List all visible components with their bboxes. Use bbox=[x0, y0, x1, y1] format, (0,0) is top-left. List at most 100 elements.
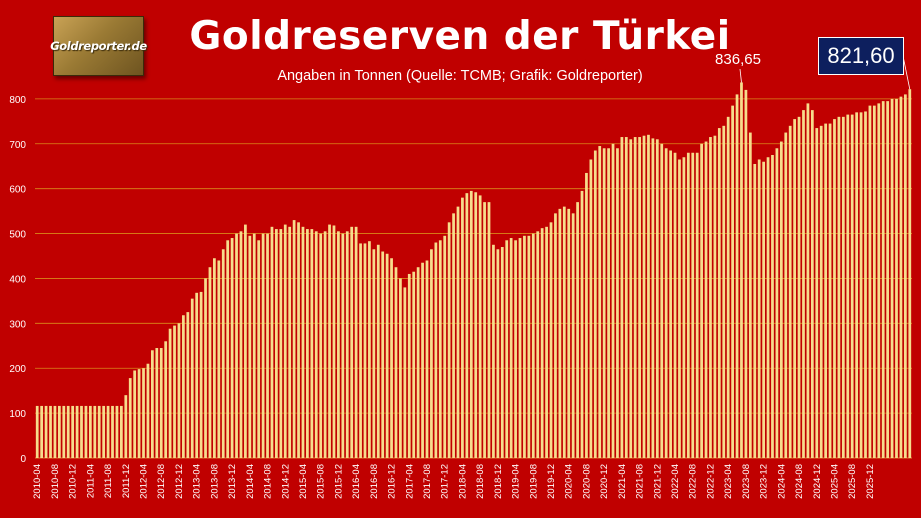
bar bbox=[483, 202, 486, 458]
bar bbox=[638, 137, 641, 459]
y-tick-label: 400 bbox=[9, 274, 26, 285]
bar bbox=[806, 103, 810, 458]
bar bbox=[177, 323, 181, 458]
bar bbox=[456, 206, 460, 458]
x-tick-label: 2010-08 bbox=[50, 464, 61, 499]
bar bbox=[527, 235, 531, 458]
bar bbox=[740, 82, 743, 458]
bar bbox=[655, 139, 659, 459]
bar bbox=[465, 193, 469, 458]
bar bbox=[363, 243, 367, 458]
bar bbox=[837, 116, 841, 458]
bar bbox=[881, 101, 885, 458]
x-tick-label: 2017-04 bbox=[404, 464, 415, 499]
bar bbox=[633, 137, 637, 459]
x-tick-label: 2022-12 bbox=[706, 464, 717, 499]
peak-leader-line bbox=[739, 68, 742, 83]
bar bbox=[376, 244, 380, 458]
bar bbox=[647, 134, 650, 459]
bar bbox=[722, 125, 726, 458]
bar bbox=[412, 271, 416, 458]
y-tick-label: 300 bbox=[9, 319, 26, 330]
bar bbox=[562, 206, 566, 458]
bar bbox=[819, 125, 823, 458]
x-tick-label: 2015-04 bbox=[298, 464, 309, 499]
bar bbox=[71, 405, 75, 458]
x-tick-label: 2024-08 bbox=[794, 464, 805, 499]
bar bbox=[558, 208, 562, 458]
bar bbox=[895, 98, 898, 458]
goldreporter-logo: Goldreporter.de bbox=[50, 16, 147, 76]
bar bbox=[62, 405, 66, 458]
bar bbox=[221, 249, 225, 458]
x-tick-label: 2016-08 bbox=[369, 464, 380, 499]
bar bbox=[576, 202, 579, 458]
bar bbox=[345, 231, 349, 458]
bar bbox=[199, 291, 203, 458]
bar bbox=[531, 233, 535, 458]
bar bbox=[700, 143, 703, 458]
bar bbox=[469, 190, 473, 458]
bar bbox=[354, 226, 358, 458]
bar bbox=[288, 226, 292, 458]
bar bbox=[536, 231, 540, 458]
x-tick-label: 2010-12 bbox=[68, 464, 79, 499]
x-tick-label: 2024-12 bbox=[812, 464, 823, 499]
bar bbox=[151, 350, 154, 458]
x-tick-label: 2018-04 bbox=[457, 464, 468, 499]
bar bbox=[407, 273, 411, 458]
bar bbox=[128, 378, 132, 458]
bar bbox=[403, 287, 407, 458]
bar bbox=[66, 405, 70, 458]
bar bbox=[186, 312, 190, 458]
bar bbox=[585, 172, 588, 458]
bar bbox=[496, 249, 500, 458]
x-tick-label: 2012-12 bbox=[174, 464, 185, 499]
bar bbox=[306, 229, 309, 458]
y-tick-label: 100 bbox=[9, 409, 26, 420]
x-tick-label: 2023-12 bbox=[759, 464, 770, 499]
bar bbox=[155, 348, 159, 458]
x-tick-label: 2019-08 bbox=[528, 464, 539, 499]
bar bbox=[890, 98, 894, 458]
bar bbox=[757, 159, 761, 459]
x-tick-label: 2010-04 bbox=[32, 464, 43, 499]
bar bbox=[461, 197, 464, 458]
bar bbox=[478, 195, 482, 458]
bar bbox=[726, 116, 730, 458]
chart-subtitle: Angaben in Tonnen (Quelle: TCMB; Grafik:… bbox=[277, 68, 643, 84]
bar bbox=[257, 240, 261, 458]
bar bbox=[332, 225, 336, 458]
bar bbox=[611, 143, 615, 458]
bar bbox=[766, 157, 770, 459]
bar bbox=[310, 229, 314, 458]
bar bbox=[899, 96, 903, 458]
bar bbox=[682, 157, 686, 459]
bar bbox=[416, 267, 420, 458]
x-tick-label: 2014-04 bbox=[245, 464, 256, 499]
x-tick-label: 2018-08 bbox=[475, 464, 486, 499]
x-tick-label: 2015-12 bbox=[333, 464, 344, 499]
bar bbox=[230, 238, 234, 458]
bar bbox=[624, 137, 628, 459]
bar bbox=[35, 405, 39, 458]
bar bbox=[523, 235, 526, 458]
bar bbox=[115, 405, 119, 458]
bar bbox=[505, 240, 509, 458]
x-tick-label: 2017-08 bbox=[422, 464, 433, 499]
bar bbox=[137, 369, 141, 458]
bar bbox=[492, 244, 495, 458]
bar bbox=[846, 114, 850, 458]
bar bbox=[545, 226, 548, 458]
bar bbox=[540, 228, 544, 458]
bar bbox=[421, 262, 424, 458]
bar bbox=[810, 110, 814, 459]
x-tick-label: 2020-04 bbox=[564, 464, 575, 499]
bar bbox=[717, 128, 721, 458]
bar bbox=[828, 123, 832, 458]
bar bbox=[797, 116, 801, 458]
bar bbox=[779, 141, 783, 458]
bar bbox=[788, 125, 792, 458]
bar bbox=[337, 231, 340, 458]
x-tick-label: 2018-12 bbox=[493, 464, 504, 499]
